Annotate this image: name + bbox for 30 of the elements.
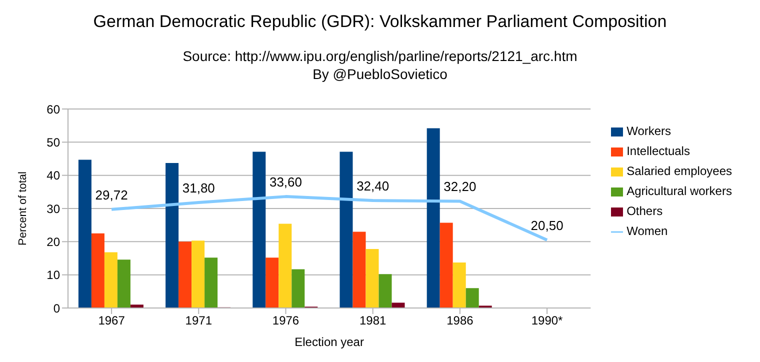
y-tick-label: 0 (53, 301, 60, 316)
legend-label: Intellectuals (626, 144, 690, 158)
y-tick-label: 40 (46, 168, 60, 183)
x-tick-label: 1971 (185, 314, 212, 328)
data-label: 32,20 (444, 179, 476, 194)
legend-label: Salaried employees (626, 164, 732, 178)
legend-label: Agricultural workers (626, 184, 732, 198)
legend-label: Workers (626, 124, 672, 138)
data-label: 33,60 (269, 174, 302, 190)
x-tick-label: 1981 (359, 314, 387, 328)
x-tick-label: 1990* (531, 314, 564, 328)
data-label: 31,80 (182, 180, 215, 196)
data-label: 29,72 (95, 187, 128, 202)
x-axis-title: Election year (294, 335, 364, 349)
y-tick-label: 20 (46, 234, 60, 249)
x-tick-label: 1967 (98, 314, 126, 328)
y-tick-label: 50 (46, 135, 60, 150)
text: By @PuebloSovietico (312, 66, 448, 82)
x-tick-label: 1976 (272, 314, 300, 328)
x-tick-label: 1986 (446, 314, 474, 328)
y-axis-title: Percent of total (16, 172, 29, 246)
y-tick-label: 30 (46, 202, 60, 216)
legend-label: Women (626, 224, 668, 238)
legend-label: Others (626, 204, 663, 218)
y-tick-label: 10 (46, 268, 60, 282)
data-label: 32,40 (356, 178, 390, 194)
source-note: Source: http://www.ipu.org/english/parline/reports/2121_arc.htm (182, 48, 578, 64)
data-label: 20,50 (530, 218, 564, 234)
chart-title: German Democratic Republic (GDR): Volkskammer Parliament Composition (92, 12, 668, 32)
y-tick-label: 60 (46, 102, 60, 116)
